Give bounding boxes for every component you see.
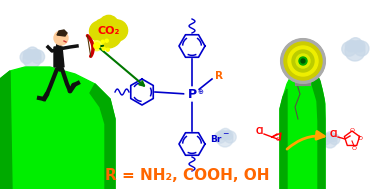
Circle shape xyxy=(20,51,33,64)
Circle shape xyxy=(13,131,20,138)
Circle shape xyxy=(292,50,314,72)
Circle shape xyxy=(26,47,39,59)
Circle shape xyxy=(220,128,231,139)
Text: Br: Br xyxy=(210,135,221,143)
Circle shape xyxy=(329,134,337,142)
Circle shape xyxy=(94,19,111,35)
Circle shape xyxy=(92,41,102,51)
Circle shape xyxy=(99,15,118,34)
Polygon shape xyxy=(54,47,64,67)
Circle shape xyxy=(54,31,68,45)
Polygon shape xyxy=(90,84,115,189)
Circle shape xyxy=(342,42,356,56)
Circle shape xyxy=(10,129,18,137)
Circle shape xyxy=(94,43,100,49)
Circle shape xyxy=(106,19,122,35)
Circle shape xyxy=(106,20,128,41)
Circle shape xyxy=(349,38,362,51)
Circle shape xyxy=(31,50,45,64)
Circle shape xyxy=(23,50,41,68)
Circle shape xyxy=(90,21,110,41)
Circle shape xyxy=(354,41,369,56)
Circle shape xyxy=(6,132,15,140)
Circle shape xyxy=(8,131,15,137)
Polygon shape xyxy=(0,67,115,189)
Circle shape xyxy=(8,131,20,143)
Text: Cl: Cl xyxy=(330,130,338,139)
Polygon shape xyxy=(280,67,325,189)
Text: ⊕: ⊕ xyxy=(197,89,203,95)
Text: O: O xyxy=(357,136,363,142)
Text: O: O xyxy=(276,137,280,142)
Text: R: R xyxy=(215,71,223,81)
Polygon shape xyxy=(280,89,287,189)
Circle shape xyxy=(105,39,108,42)
Circle shape xyxy=(94,20,122,48)
Text: P: P xyxy=(188,88,196,101)
Circle shape xyxy=(185,87,199,101)
Circle shape xyxy=(323,134,337,148)
Circle shape xyxy=(214,132,226,143)
Circle shape xyxy=(30,50,41,60)
Circle shape xyxy=(217,130,226,140)
Circle shape xyxy=(321,135,331,145)
Circle shape xyxy=(326,132,335,141)
Circle shape xyxy=(281,39,325,83)
Circle shape xyxy=(23,49,34,60)
Circle shape xyxy=(13,131,22,140)
Text: −: − xyxy=(222,129,228,138)
Circle shape xyxy=(299,57,307,65)
Circle shape xyxy=(296,54,310,68)
Circle shape xyxy=(353,40,365,52)
Text: Cl: Cl xyxy=(256,127,264,136)
Circle shape xyxy=(224,131,233,140)
Circle shape xyxy=(288,46,318,76)
Circle shape xyxy=(106,48,109,51)
Circle shape xyxy=(101,40,104,43)
Circle shape xyxy=(301,59,305,63)
Circle shape xyxy=(284,42,322,80)
Circle shape xyxy=(217,131,233,147)
Circle shape xyxy=(102,47,105,50)
Circle shape xyxy=(224,131,236,143)
Polygon shape xyxy=(312,71,325,189)
Text: CO₂: CO₂ xyxy=(98,26,120,36)
Circle shape xyxy=(323,133,332,142)
Polygon shape xyxy=(57,30,67,36)
Circle shape xyxy=(345,40,357,52)
Text: O: O xyxy=(350,129,354,133)
Circle shape xyxy=(329,134,340,145)
Text: O: O xyxy=(351,146,357,150)
Polygon shape xyxy=(0,71,12,189)
Circle shape xyxy=(345,41,365,61)
Text: R = NH₂, COOH, OH: R = NH₂, COOH, OH xyxy=(105,167,269,183)
